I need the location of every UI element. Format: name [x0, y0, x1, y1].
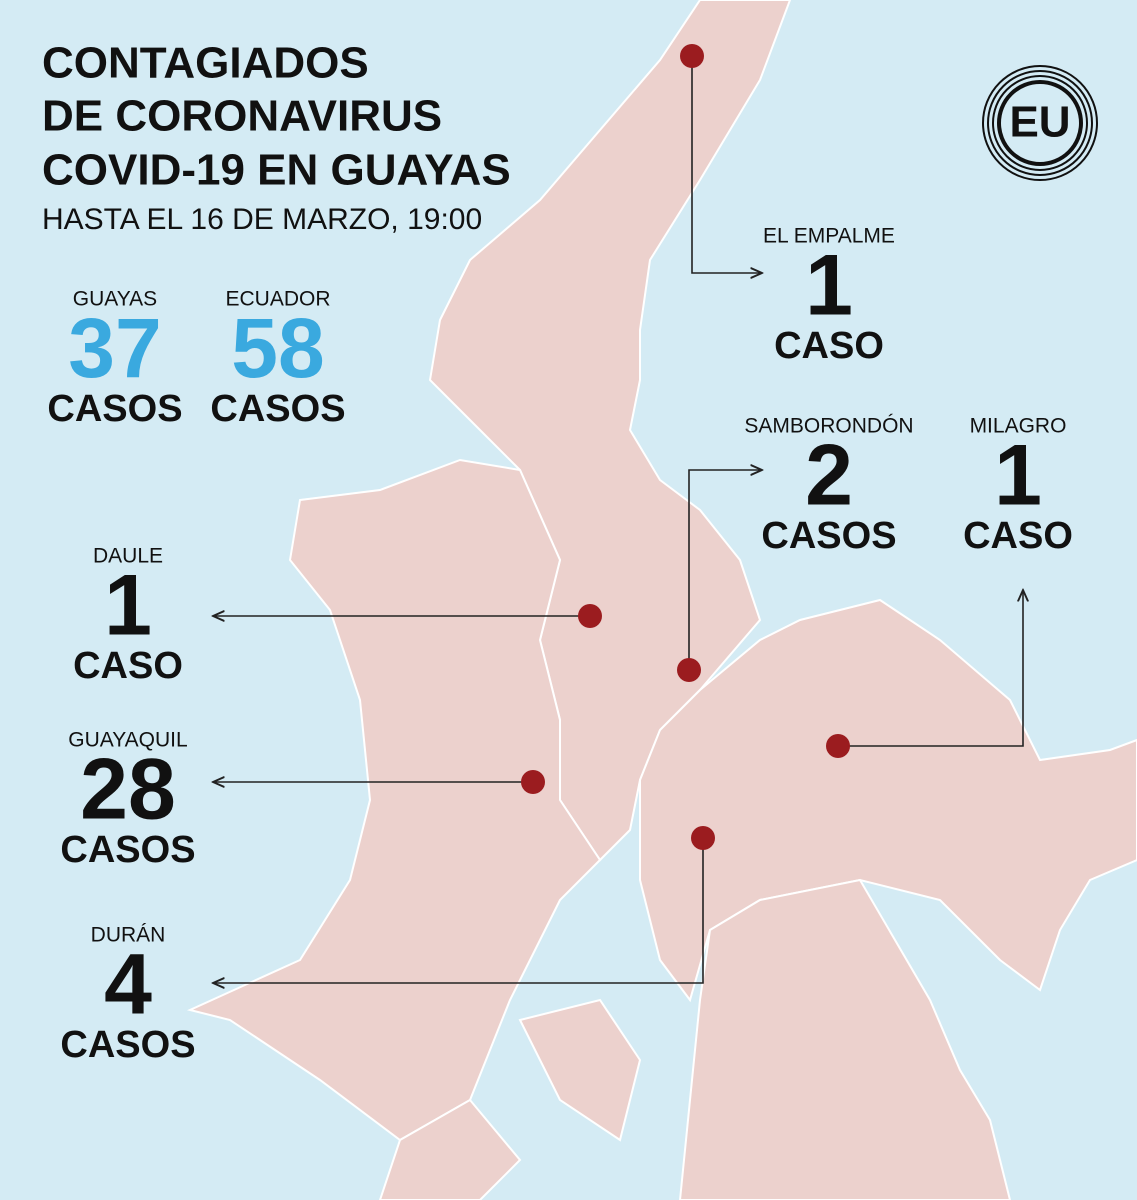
- location-dot: [691, 826, 715, 850]
- case-unit: CASO: [73, 645, 183, 687]
- case-count: 2: [805, 428, 853, 524]
- place-name: ECUADOR: [225, 288, 330, 311]
- case-unit: CASOS: [47, 388, 182, 430]
- place-name: DAULE: [93, 545, 163, 568]
- title-line: DE CORONAVIRUS: [42, 92, 442, 141]
- location-dot: [826, 734, 850, 758]
- logo: EU: [982, 65, 1098, 181]
- place-name: SAMBORONDÓN: [744, 415, 913, 438]
- map: [186, 0, 1137, 1200]
- case-unit: CASOS: [761, 515, 896, 557]
- location-dot: [677, 658, 701, 682]
- region-south: [678, 878, 1012, 1200]
- case-count: 28: [80, 742, 176, 838]
- case-count: 37: [68, 301, 161, 395]
- island: [518, 998, 642, 1142]
- place-name: GUAYAQUIL: [68, 729, 187, 752]
- location-dot: [521, 770, 545, 794]
- leader-line: [691, 56, 762, 273]
- leader-line: [213, 838, 704, 983]
- case-unit: CASOS: [60, 1024, 195, 1066]
- case-unit: CASOS: [210, 388, 345, 430]
- case-count: 1: [994, 428, 1042, 524]
- case-count: 58: [231, 301, 324, 395]
- case-unit: CASO: [774, 325, 884, 367]
- region-east: [639, 598, 1137, 1003]
- place-name: DURÁN: [91, 924, 166, 947]
- subtitle: HASTA EL 16 DE MARZO, 19:00: [42, 203, 482, 236]
- title-line: COVID-19 EN GUAYAS: [42, 146, 511, 195]
- place-name: MILAGRO: [970, 415, 1067, 438]
- place-name: EL EMPALME: [763, 225, 895, 248]
- case-unit: CASOS: [60, 829, 195, 871]
- leader-line: [688, 470, 762, 670]
- logo-text: EU: [1009, 98, 1070, 147]
- location-dot: [680, 44, 704, 68]
- title-line: CONTAGIADOS: [42, 39, 369, 88]
- island: [378, 1098, 522, 1200]
- case-count: 1: [805, 238, 853, 334]
- case-count: 4: [104, 937, 152, 1033]
- case-count: 1: [104, 558, 152, 654]
- region-north: [428, 0, 792, 862]
- location-dot: [578, 604, 602, 628]
- leader-line: [838, 590, 1023, 747]
- case-unit: CASO: [963, 515, 1073, 557]
- place-name: GUAYAS: [73, 288, 157, 311]
